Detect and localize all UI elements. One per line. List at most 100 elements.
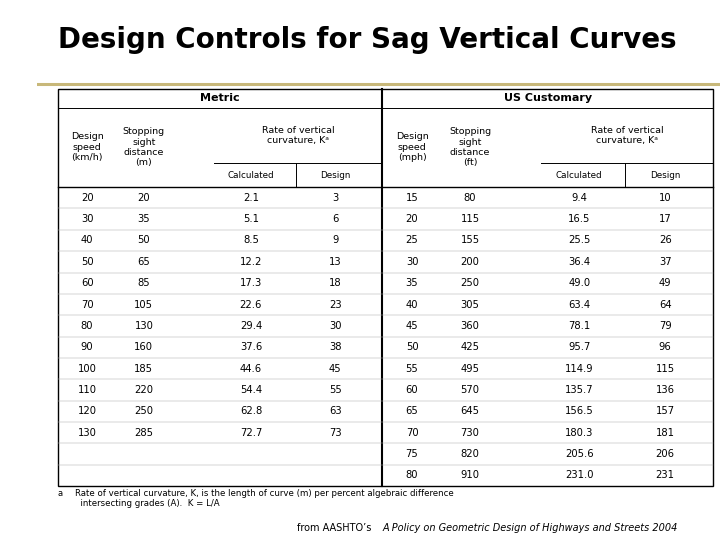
Text: 30: 30 [329,321,341,331]
Text: 130: 130 [135,321,153,331]
Text: Calculated: Calculated [228,171,274,180]
Text: Rate of vertical
curvature, Kᵃ: Rate of vertical curvature, Kᵃ [591,126,663,145]
Text: 80: 80 [464,193,476,203]
Text: 10: 10 [659,193,672,203]
Text: 30: 30 [406,257,418,267]
Text: 55: 55 [405,363,418,374]
Text: Rate of vertical curvature, K, is the length of curve (m) per percent algebraic : Rate of vertical curvature, K, is the le… [75,489,454,508]
Text: US Customary: US Customary [504,93,592,103]
Text: 96: 96 [659,342,672,352]
Text: 156.5: 156.5 [564,406,593,416]
Text: 495: 495 [461,363,480,374]
Text: 5.1: 5.1 [243,214,259,224]
Text: 73: 73 [329,428,341,437]
Text: Stopping
sight
distance
(ft): Stopping sight distance (ft) [449,127,491,167]
Text: 70: 70 [406,428,418,437]
Text: 55: 55 [329,385,341,395]
Text: 155: 155 [460,235,480,246]
Text: 231: 231 [656,470,675,480]
Text: 80: 80 [81,321,94,331]
Text: 50: 50 [81,257,94,267]
Text: 180.3: 180.3 [565,428,593,437]
Text: 910: 910 [461,470,480,480]
Text: Design
speed
(km/h): Design speed (km/h) [71,132,104,163]
Text: 37: 37 [659,257,672,267]
Text: 250: 250 [461,278,480,288]
Text: 110: 110 [78,385,96,395]
Text: Metric: Metric [200,93,240,103]
Text: 37.6: 37.6 [240,342,262,352]
Text: Design: Design [320,171,351,180]
Text: 20: 20 [138,193,150,203]
Text: 65: 65 [405,406,418,416]
Text: from AASHTO’s: from AASHTO’s [297,523,374,533]
Text: 220: 220 [135,385,153,395]
Text: 70: 70 [81,300,94,309]
Text: 645: 645 [461,406,480,416]
Text: 200: 200 [461,257,480,267]
Text: 29.4: 29.4 [240,321,262,331]
Text: 79: 79 [659,321,672,331]
Text: Design Controls for Sag Vertical Curves: Design Controls for Sag Vertical Curves [58,26,677,55]
Text: 305: 305 [461,300,480,309]
Text: 115: 115 [460,214,480,224]
Text: 23: 23 [329,300,341,309]
Text: 6: 6 [332,214,338,224]
Text: 360: 360 [461,321,480,331]
Text: 95.7: 95.7 [568,342,590,352]
Text: 157: 157 [656,406,675,416]
Text: 35: 35 [406,278,418,288]
Text: 63: 63 [329,406,341,416]
Text: 60: 60 [406,385,418,395]
Text: 181: 181 [656,428,675,437]
Text: 8.5: 8.5 [243,235,259,246]
Text: A Policy on Geometric Design of Highways and Streets 2004: A Policy on Geometric Design of Highways… [382,523,678,533]
Text: 820: 820 [461,449,480,459]
Text: 26: 26 [659,235,672,246]
Text: 45: 45 [329,363,341,374]
Text: Stopping
sight
distance
(m): Stopping sight distance (m) [123,127,165,167]
Text: 25: 25 [405,235,418,246]
Text: 49: 49 [659,278,672,288]
Text: Calculated: Calculated [556,171,603,180]
Text: 63.4: 63.4 [568,300,590,309]
Text: 38: 38 [329,342,341,352]
Bar [58,89,714,486]
Text: 105: 105 [135,300,153,309]
Text: 65: 65 [138,257,150,267]
Text: 130: 130 [78,428,96,437]
Text: 45: 45 [406,321,418,331]
Text: 160: 160 [135,342,153,352]
Text: 75: 75 [405,449,418,459]
Text: 20: 20 [81,193,94,203]
Text: 18: 18 [329,278,341,288]
Text: 9: 9 [332,235,338,246]
Text: 285: 285 [135,428,153,437]
Text: 730: 730 [461,428,480,437]
Text: CEE 320
Spring 2008: CEE 320 Spring 2008 [9,355,28,401]
Text: 3: 3 [332,193,338,203]
Text: 64: 64 [659,300,672,309]
Text: 185: 185 [135,363,153,374]
Text: 50: 50 [406,342,418,352]
Text: 100: 100 [78,363,96,374]
Text: 90: 90 [81,342,94,352]
Text: 425: 425 [461,342,480,352]
Text: 15: 15 [405,193,418,203]
Text: 36.4: 36.4 [568,257,590,267]
Text: 40: 40 [81,235,94,246]
Text: 205.6: 205.6 [565,449,593,459]
Text: 85: 85 [138,278,150,288]
Text: 44.6: 44.6 [240,363,262,374]
Text: 120: 120 [78,406,96,416]
Text: 250: 250 [135,406,153,416]
Text: 9.4: 9.4 [571,193,587,203]
Text: 115: 115 [656,363,675,374]
Text: 62.8: 62.8 [240,406,262,416]
Text: 20: 20 [406,214,418,224]
Text: 30: 30 [81,214,94,224]
Text: 12.2: 12.2 [240,257,262,267]
Text: 49.0: 49.0 [568,278,590,288]
Text: 17: 17 [659,214,672,224]
Text: 54.4: 54.4 [240,385,262,395]
